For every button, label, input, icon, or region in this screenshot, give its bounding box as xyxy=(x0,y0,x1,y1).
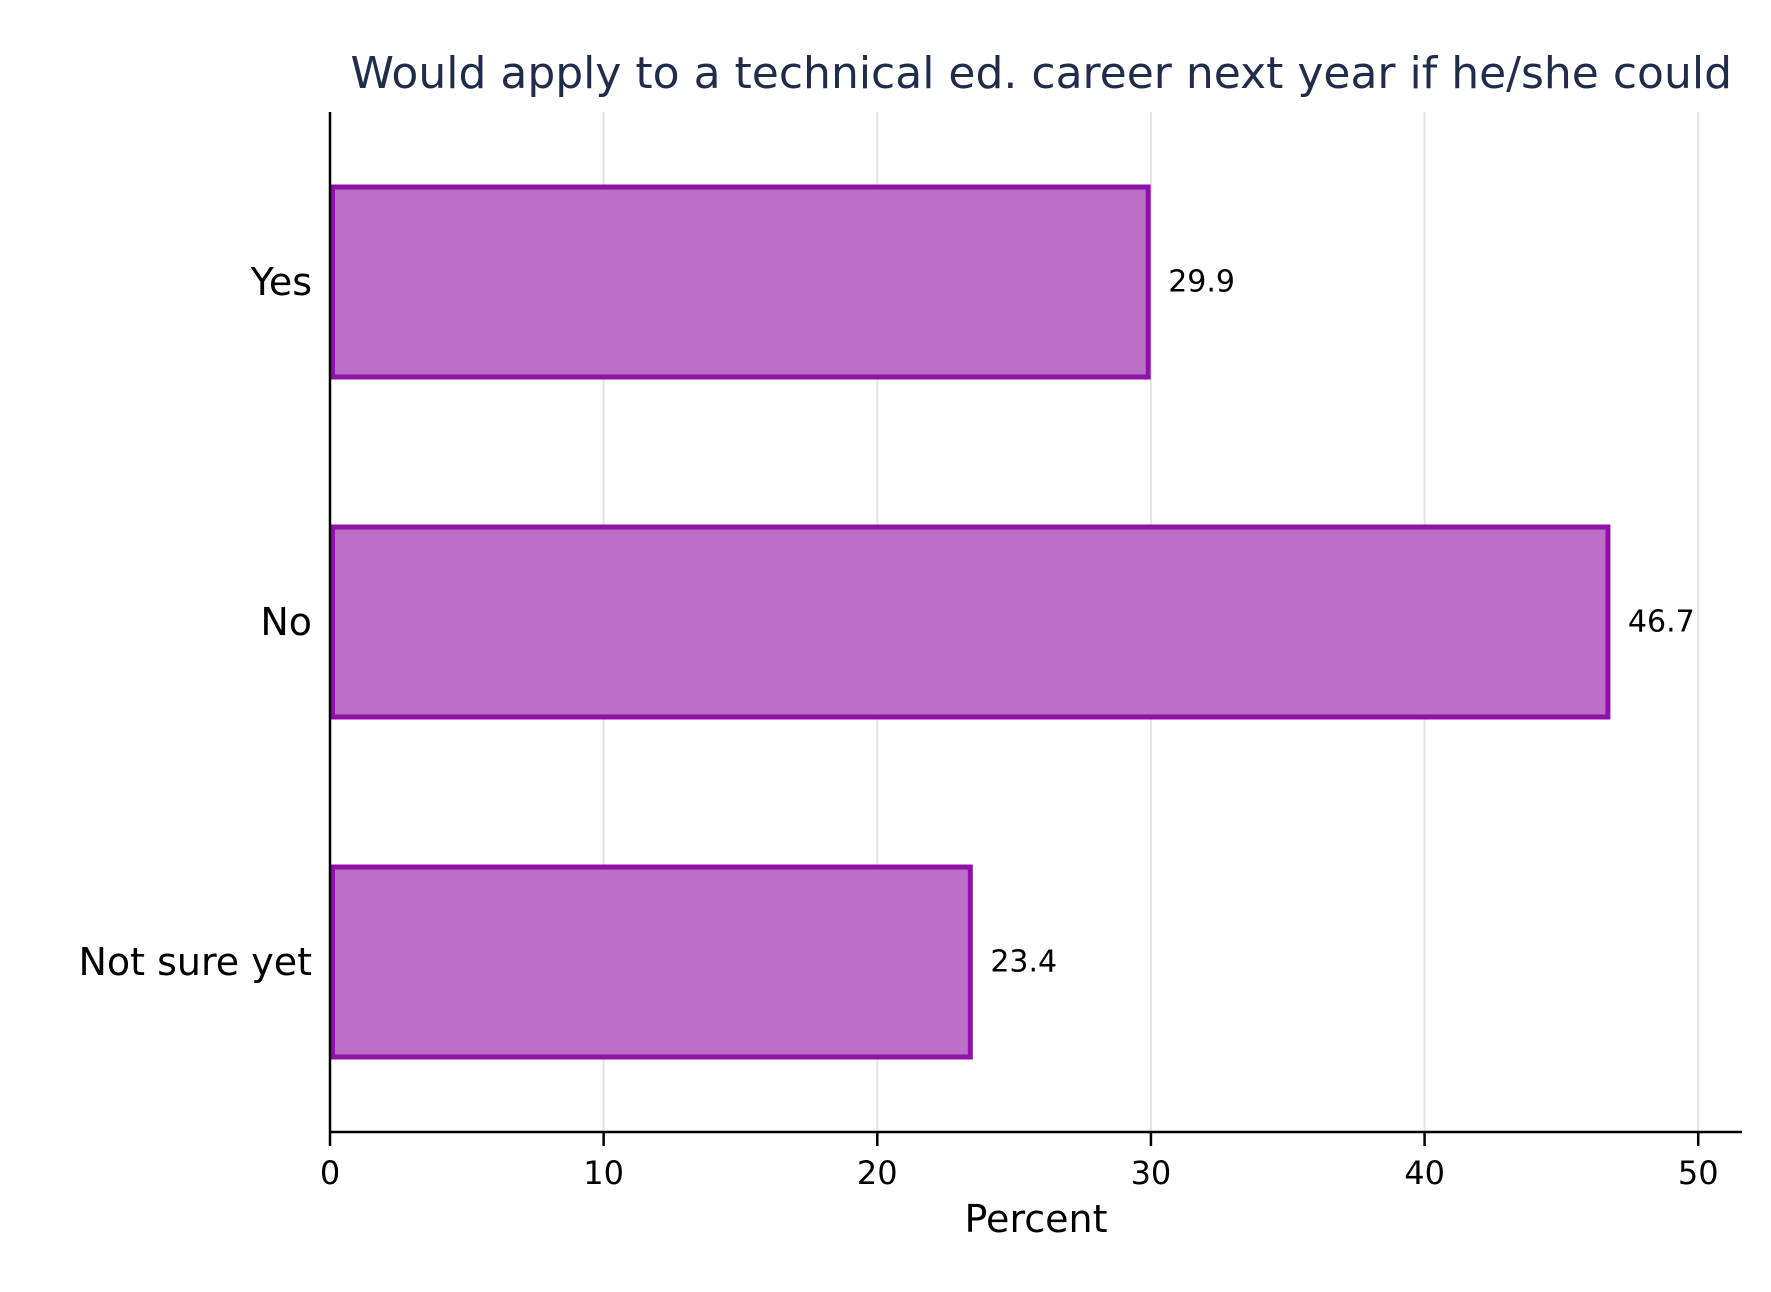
category-label-no: No xyxy=(260,600,312,644)
value-label-not-sure-yet: 23.4 xyxy=(990,945,1057,980)
bar-no xyxy=(330,524,1611,720)
x-axis-title: Percent xyxy=(965,1197,1108,1241)
x-tick-label-40: 40 xyxy=(1404,1154,1445,1192)
x-tick-label-20: 20 xyxy=(857,1154,898,1192)
x-tick-label-0: 0 xyxy=(320,1154,340,1192)
x-tick-label-50: 50 xyxy=(1678,1154,1719,1192)
value-label-yes: 29.9 xyxy=(1168,265,1235,300)
value-label-no: 46.7 xyxy=(1628,605,1695,640)
category-label-yes: Yes xyxy=(250,260,312,304)
labels: Yes 29.9 No 46.7 Not sure yet 23.4 0 10 20 30 40 50 xyxy=(78,260,1718,1192)
x-tick-label-10: 10 xyxy=(583,1154,624,1192)
bar-yes xyxy=(330,184,1151,380)
category-label-not-sure-yet: Not sure yet xyxy=(78,940,312,984)
axes xyxy=(328,112,1742,1146)
x-tick-label-30: 30 xyxy=(1131,1154,1172,1192)
bars xyxy=(330,184,1611,1060)
bar-not-sure-yet xyxy=(330,864,973,1060)
chart-title: Would apply to a technical ed. career ne… xyxy=(350,48,1732,99)
